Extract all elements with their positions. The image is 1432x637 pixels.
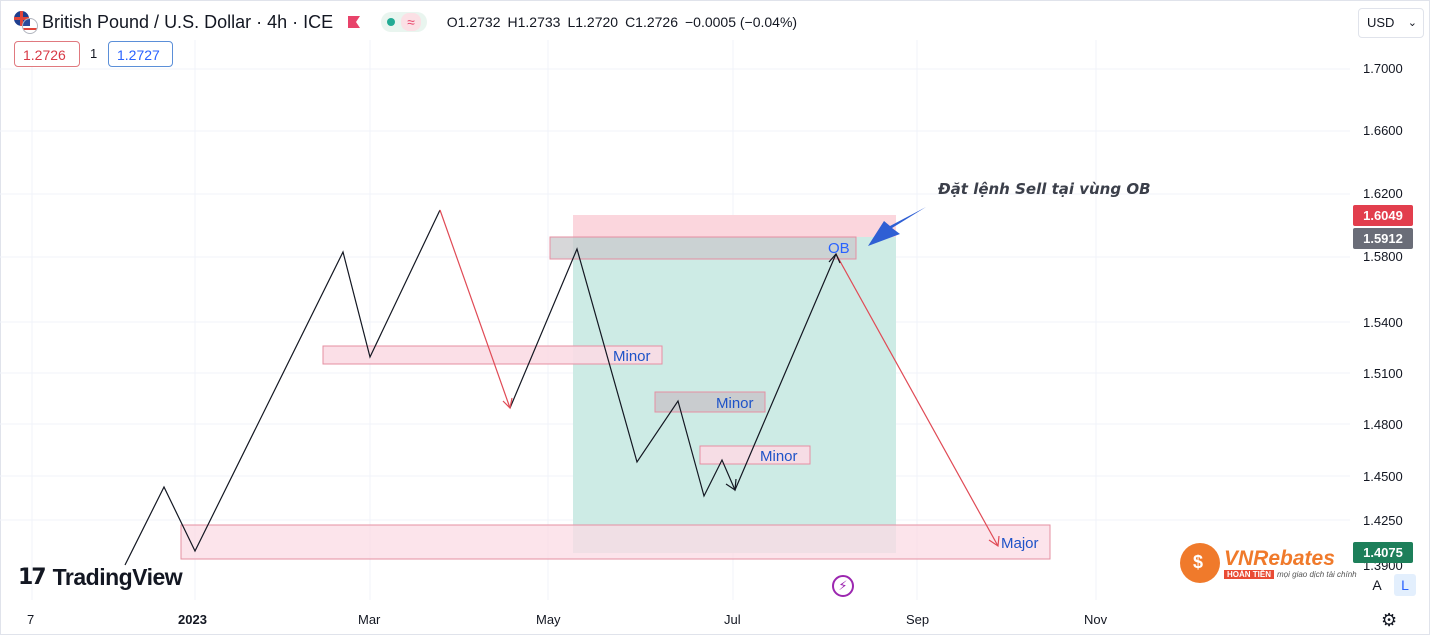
time-tick: Mar xyxy=(358,612,381,627)
vnrebates-tag-red: HOÀN TIỀN xyxy=(1224,569,1274,579)
ohlc-change: −0.0005 (−0.04%) xyxy=(685,14,798,30)
price-tick: 1.4800 xyxy=(1363,417,1403,432)
vnrebates-wordmark: VNRebates xyxy=(1224,546,1335,570)
price-path-red-projection xyxy=(835,253,999,547)
symbol-header: British Pound / U.S. Dollar · 4h · ICE ≈… xyxy=(14,9,797,35)
price-tick: 1.4500 xyxy=(1363,469,1403,484)
log-scale-button[interactable]: L xyxy=(1394,574,1416,596)
price-tick: 1.6600 xyxy=(1363,123,1403,138)
price-path-red-down xyxy=(439,209,511,409)
arrowhead-minor xyxy=(725,478,737,492)
callout-arrow xyxy=(868,207,926,246)
price-tick: 1.7000 xyxy=(1363,61,1403,76)
price-path-2 xyxy=(509,247,837,498)
minor-zone-1 xyxy=(322,345,663,365)
ohlc-low: L1.2720 xyxy=(567,14,619,30)
gbpusd-flag-icon xyxy=(14,11,38,34)
flag-marker-icon[interactable] xyxy=(347,15,361,29)
arrowhead-ob xyxy=(828,252,841,264)
time-tick: Sep xyxy=(906,612,930,627)
buy-price-button[interactable]: 1.2727 xyxy=(108,41,173,67)
currency-label: USD xyxy=(1367,15,1395,30)
price-tag-entry: 1.5912 xyxy=(1353,228,1413,249)
tradingview-mark-icon: 17 xyxy=(18,565,47,590)
settings-gear-icon[interactable]: ⚙ xyxy=(1381,610,1398,630)
label-minor-2: Minor xyxy=(716,395,754,412)
tradingview-wordmark: TradingView xyxy=(52,564,183,590)
label-minor-3: Minor xyxy=(760,448,798,465)
ohlc-values: O1.2732 H1.2733 L1.2720 C1.2726 −0.0005 … xyxy=(447,14,797,30)
time-tick: Nov xyxy=(1084,612,1108,627)
stop-zone xyxy=(573,215,896,237)
sell-price-button[interactable]: 1.2726 xyxy=(14,41,80,67)
label-minor-1: Minor xyxy=(613,348,651,365)
market-status-pill[interactable]: ≈ xyxy=(381,12,427,32)
market-open-icon xyxy=(387,18,396,26)
price-tick: 1.5100 xyxy=(1363,366,1403,381)
ohlc-open: O1.2732 xyxy=(446,14,501,30)
price-tick: 1.5400 xyxy=(1363,315,1403,330)
time-tick: May xyxy=(536,612,561,627)
lightning-icon[interactable]: ⚡ xyxy=(832,575,854,597)
vnrebates-logo: VNRebates HOÀN TIỀN mọi giao dịch tài ch… xyxy=(1180,543,1357,583)
minor-zone-3 xyxy=(699,445,811,465)
callout-text: Đặt lệnh Sell tại vùng OB xyxy=(937,180,1151,198)
chevron-down-icon: ⌄ xyxy=(1407,17,1417,29)
ob-zone xyxy=(549,236,857,260)
currency-select[interactable]: USD ⌄ xyxy=(1358,8,1424,38)
vnrebates-mark-icon xyxy=(1180,543,1220,583)
time-tick: 2023 xyxy=(178,612,207,627)
price-tick: 1.5800 xyxy=(1363,249,1403,264)
price-tag-target: 1.4075 xyxy=(1353,542,1413,563)
arrowhead-major xyxy=(988,535,1000,548)
price-path xyxy=(124,209,441,566)
time-tick: Jul xyxy=(724,612,741,627)
tradingview-logo[interactable]: 17 TradingView xyxy=(18,564,183,591)
arrowhead-small xyxy=(502,397,513,410)
label-major: Major xyxy=(1001,535,1039,552)
vnrebates-tagline: HOÀN TIỀN mọi giao dịch tài chính xyxy=(1224,569,1357,579)
minor-zone-2 xyxy=(654,391,766,413)
ohlc-high: H1.2733 xyxy=(507,14,561,30)
auto-scale-button[interactable]: A xyxy=(1372,577,1382,593)
ohlc-close: C1.2726 xyxy=(625,14,678,30)
gridlines xyxy=(0,40,1350,600)
major-zone xyxy=(180,524,1051,560)
delayed-data-icon: ≈ xyxy=(401,13,421,31)
price-tick: 1.4250 xyxy=(1363,513,1403,528)
symbol-title[interactable]: British Pound / U.S. Dollar · 4h · ICE xyxy=(42,11,334,32)
spread-value: 1 xyxy=(90,46,98,61)
vnrebates-tag-text: mọi giao dịch tài chính xyxy=(1277,569,1357,579)
price-tick: 1.6200 xyxy=(1363,186,1403,201)
time-tick: 7 xyxy=(27,612,35,627)
price-tag-stop: 1.6049 xyxy=(1353,205,1413,226)
label-ob: OB xyxy=(828,240,850,257)
